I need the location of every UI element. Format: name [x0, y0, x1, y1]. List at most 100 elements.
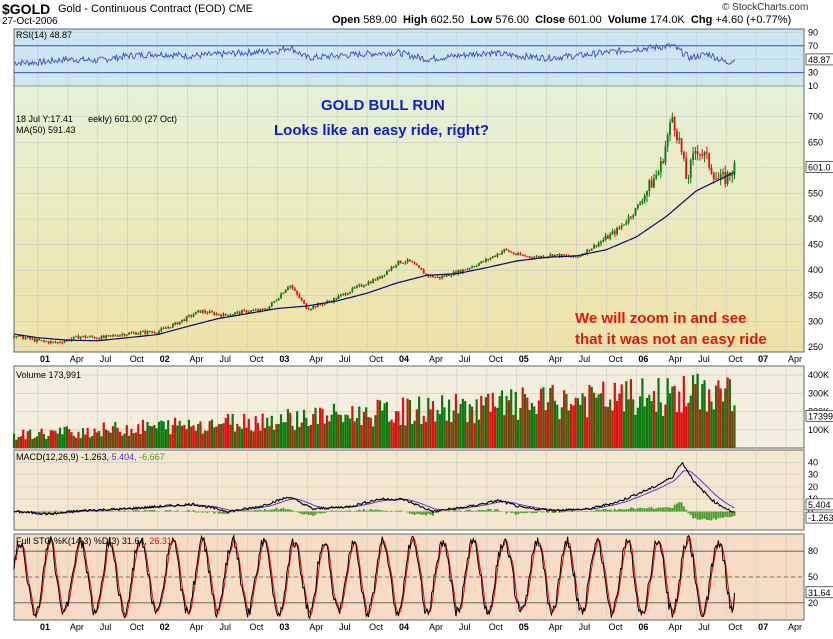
macd-histogram-bar — [620, 509, 623, 512]
volume-bar — [434, 421, 437, 448]
candle-body — [261, 308, 264, 310]
volume-bar — [210, 419, 214, 448]
candle-body — [383, 274, 386, 276]
candle-body — [84, 335, 87, 338]
volume-bar — [682, 376, 685, 448]
macd-histogram-bar — [284, 509, 287, 512]
macd-histogram-bar — [167, 510, 170, 512]
macd-histogram-bar — [705, 511, 708, 520]
macd-histogram-bar — [622, 509, 625, 512]
volume-bar — [33, 437, 36, 448]
candle-body — [158, 331, 160, 334]
macd-histogram-bar — [291, 510, 294, 512]
low-label: Low — [470, 14, 493, 26]
volume-bar — [243, 413, 246, 448]
macd-histogram-bar — [475, 510, 478, 512]
volume-bar — [160, 420, 163, 448]
candle-body — [696, 151, 699, 155]
sto-k-tag: 31.64 — [808, 588, 831, 598]
volume-bar — [586, 417, 589, 448]
candle-body — [397, 260, 400, 265]
candle-body — [102, 335, 105, 338]
volume-bar — [65, 426, 69, 448]
volume-bar — [70, 432, 73, 448]
volume-bar — [611, 410, 614, 448]
candle-body — [659, 161, 662, 172]
macd-histogram-bar — [316, 511, 319, 513]
volume-bar — [91, 435, 94, 448]
candle-body — [411, 260, 414, 263]
candle-body — [153, 332, 156, 334]
volume-bar — [519, 408, 522, 448]
volume-bar — [648, 394, 651, 448]
candle-body — [137, 333, 140, 335]
x-tick-label: 01 — [40, 622, 50, 632]
candle-body — [116, 335, 119, 337]
volume-bars — [12, 373, 736, 448]
candle-body — [22, 335, 25, 340]
volume-bar — [114, 421, 117, 448]
candle-body — [392, 266, 395, 268]
volume-bar — [374, 415, 377, 448]
macd-histogram-bar — [383, 510, 386, 512]
candle-body — [89, 336, 91, 338]
volume-bar — [319, 407, 322, 448]
volume-bar — [56, 433, 59, 448]
candle-body — [386, 271, 388, 275]
candle-body — [436, 276, 439, 278]
volume-bar — [291, 425, 294, 448]
volume-bar — [604, 406, 607, 448]
y-tick-label: 10 — [808, 81, 818, 91]
candle-body — [20, 335, 22, 337]
volume-bar — [602, 381, 605, 448]
y-tick-label: 300 — [808, 316, 823, 326]
volume-bar — [40, 428, 43, 448]
volume-bar — [104, 429, 108, 448]
volume-bar — [530, 402, 534, 448]
volume-bar — [130, 428, 133, 448]
candle-body — [245, 310, 248, 313]
macd-histogram-bar — [372, 510, 375, 512]
macd-histogram-bar — [655, 508, 658, 512]
axis-labels: 01 01 Apr Apr Jul Jul Oct Oct 02 02 Apr Apr Jul Jul Oc… — [40, 27, 829, 632]
candle-body — [93, 337, 96, 339]
volume-bar — [556, 404, 559, 448]
macd-histogram-bar — [307, 511, 310, 516]
candle-body — [234, 312, 236, 315]
candle-body — [731, 174, 734, 177]
x-tick-label: Apr — [668, 622, 682, 632]
macd-histogram-bar — [657, 507, 660, 512]
candle-body — [501, 251, 503, 254]
candle-body — [434, 277, 437, 279]
macd-histogram-bar — [634, 509, 637, 512]
volume-bar — [487, 393, 490, 448]
sto-legend-k: Full STO %K(14,3) %D(3) 31.64, — [16, 536, 147, 546]
candle-body — [38, 339, 41, 341]
macd-histogram-bar — [367, 510, 370, 512]
volume-bar — [468, 404, 471, 448]
volume-bar — [569, 404, 573, 448]
volume-bar — [477, 419, 481, 448]
candle-body — [178, 321, 181, 325]
candle-body — [109, 335, 112, 337]
volume-bar — [406, 398, 409, 448]
volume-bar — [457, 413, 460, 448]
macd-histogram-bar — [349, 510, 352, 512]
candle-body — [554, 254, 556, 257]
candle-body — [270, 302, 273, 307]
candle-body — [197, 310, 200, 312]
macd-histogram-bar — [381, 510, 384, 512]
volume-bar — [252, 431, 255, 448]
macd-histogram-bar — [632, 507, 635, 512]
candle-body — [480, 261, 483, 264]
macd-histogram-bar — [652, 508, 655, 512]
candle-body — [351, 287, 354, 292]
volume-bar — [328, 421, 331, 448]
candle-body — [399, 260, 402, 264]
stochastic-series — [13, 533, 804, 620]
candle-body — [625, 222, 628, 225]
volume-bar — [42, 433, 46, 448]
volume-bar — [475, 399, 478, 448]
y-tick-label: 400K — [808, 370, 829, 380]
volume-bar — [68, 429, 71, 448]
